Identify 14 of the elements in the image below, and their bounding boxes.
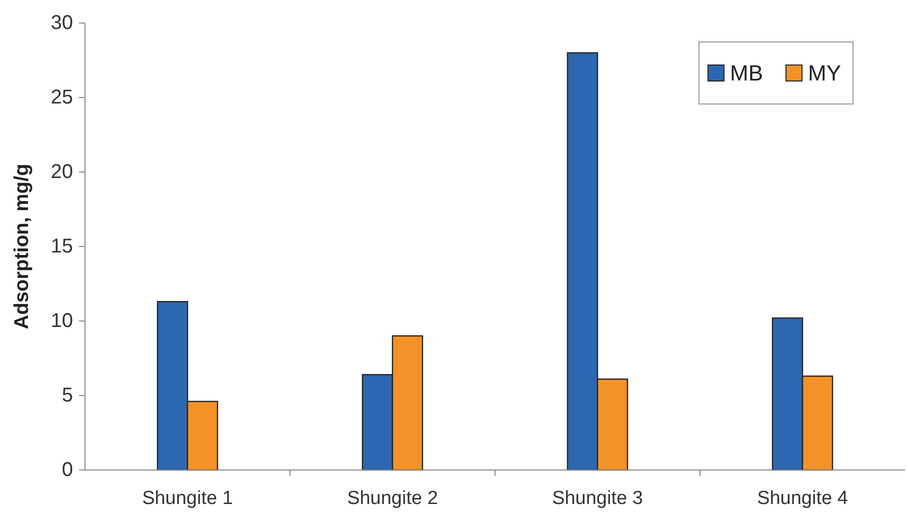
- y-tick-label: 15: [50, 236, 73, 258]
- legend-label: MY: [808, 60, 842, 86]
- x-tick-label: Shungite 1: [142, 488, 233, 509]
- y-tick-label: 10: [50, 310, 73, 332]
- y-axis-title: Adsorption, mg/g: [11, 164, 33, 330]
- x-tick-label: Shungite 3: [552, 488, 643, 509]
- y-tick-label: 0: [62, 459, 73, 481]
- y-tick-label: 25: [50, 86, 73, 108]
- legend-label: MB: [730, 60, 763, 86]
- y-tick-label: 5: [62, 384, 73, 406]
- x-tick-label: Shungite 4: [757, 488, 848, 509]
- y-tick-label: 20: [50, 161, 73, 183]
- y-tick-label: 30: [50, 12, 73, 34]
- x-tick-label: Shungite 2: [347, 488, 438, 509]
